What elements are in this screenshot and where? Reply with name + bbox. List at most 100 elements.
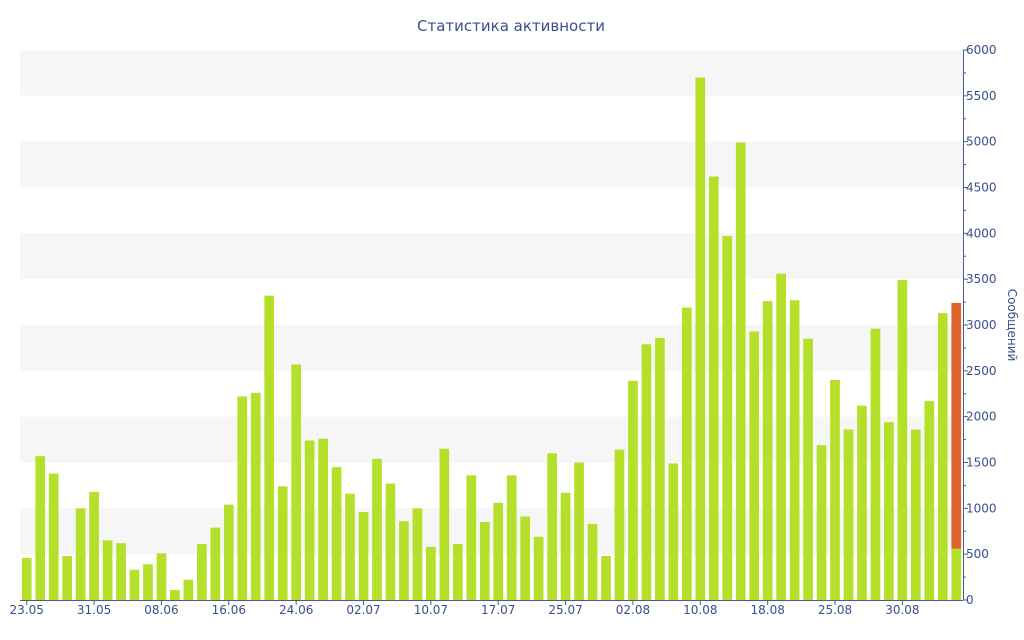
- bar: [574, 462, 584, 600]
- bar: [345, 493, 355, 600]
- bar: [614, 449, 625, 600]
- x-tick-label: 02.08: [616, 603, 650, 617]
- x-tick-label: 10.08: [683, 603, 717, 617]
- y-tick-label: 4500: [966, 181, 997, 195]
- bar: [830, 380, 840, 600]
- bar: [358, 512, 369, 600]
- x-tick-label: 31.05: [77, 603, 111, 617]
- bar: [668, 463, 679, 600]
- bar: [587, 523, 598, 600]
- y-tick-label: 3000: [966, 318, 997, 332]
- bar: [601, 556, 611, 600]
- bar: [547, 453, 557, 600]
- bar: [749, 331, 760, 600]
- bar: [803, 338, 813, 600]
- bar: [641, 344, 652, 600]
- bar: [884, 422, 894, 600]
- chart-title: Статистика активности: [417, 17, 605, 35]
- bar: [493, 502, 504, 600]
- bar: [385, 483, 396, 600]
- bar: [318, 438, 328, 600]
- x-tick-label: 18.08: [750, 603, 784, 617]
- y-tick-label: 0: [966, 593, 974, 607]
- bar: [506, 475, 517, 600]
- bar: [237, 396, 248, 600]
- x-tick-label: 24.06: [279, 603, 313, 617]
- bar: [116, 543, 126, 600]
- bar: [870, 328, 881, 600]
- bar: [655, 337, 665, 600]
- bar: [681, 307, 692, 600]
- bar: [708, 176, 719, 600]
- x-tick-label: 25.07: [548, 603, 582, 617]
- bar: [479, 522, 490, 600]
- bar: [62, 556, 72, 600]
- bar: [412, 508, 423, 600]
- y-tick-label: 1000: [966, 501, 997, 515]
- bar: [762, 301, 773, 600]
- bar: [776, 273, 786, 600]
- bar: [21, 557, 32, 600]
- bar: [277, 486, 288, 600]
- y-tick-label: 500: [966, 547, 989, 561]
- bars: [21, 77, 962, 601]
- x-tick-label: 16.06: [212, 603, 246, 617]
- bar: [452, 544, 463, 600]
- bar: [924, 401, 935, 600]
- bar: [911, 429, 921, 600]
- bar: [48, 473, 59, 600]
- bar: [223, 504, 234, 600]
- x-tick-label: 25.08: [818, 603, 852, 617]
- bar: [857, 405, 867, 600]
- bar: [331, 467, 342, 600]
- y-tick-label: 5500: [966, 89, 997, 103]
- bar: [897, 280, 908, 600]
- x-tick-label: 30.08: [885, 603, 919, 617]
- bar: [735, 142, 746, 601]
- bar: [466, 475, 477, 600]
- x-tick-label: 17.07: [481, 603, 515, 617]
- bar: [102, 540, 113, 600]
- bar: [520, 516, 531, 600]
- bar: [399, 521, 409, 600]
- bar: [533, 536, 544, 600]
- bar: [816, 445, 827, 600]
- grid-band: [20, 50, 963, 96]
- y-tick-label: 2500: [966, 364, 997, 378]
- y-tick-label: 1500: [966, 456, 997, 470]
- bar: [143, 564, 153, 600]
- bar: [156, 553, 167, 600]
- bar: [439, 448, 450, 600]
- bar: [628, 380, 638, 600]
- bar: [170, 589, 180, 600]
- bar: [843, 429, 854, 600]
- y-axis: 0 500 1000 1500 2000 2500 3000 3500 4000 4500 5000…: [963, 43, 997, 607]
- bar: [129, 569, 140, 600]
- bar: [264, 295, 275, 600]
- x-tick-label: 08.06: [144, 603, 178, 617]
- bar: [560, 492, 571, 600]
- x-tick-label: 10.07: [414, 603, 448, 617]
- bar: [197, 544, 207, 600]
- bar: [250, 392, 261, 600]
- bar: [937, 313, 948, 600]
- bar: [183, 579, 194, 600]
- x-tick-label: 02.07: [346, 603, 380, 617]
- bar: [291, 364, 302, 600]
- x-axis: 23.05 31.05 08.06 16.06 24.06 02.07 10.07 17.07…: [10, 600, 963, 617]
- bar: [89, 491, 99, 600]
- bar-highlight: [951, 303, 962, 549]
- x-tick-label: 23.05: [10, 603, 44, 617]
- y-tick-label: 2000: [966, 410, 997, 424]
- bar: [75, 508, 86, 600]
- grid-band: [20, 141, 963, 188]
- y-tick-label: 4000: [966, 226, 997, 240]
- bar: [372, 458, 382, 600]
- y-tick-label: 3500: [966, 272, 997, 286]
- bar: [789, 300, 800, 600]
- grid-band: [20, 325, 963, 371]
- bar: [695, 77, 706, 600]
- y-tick-label: 6000: [966, 43, 997, 57]
- bar: [426, 546, 436, 600]
